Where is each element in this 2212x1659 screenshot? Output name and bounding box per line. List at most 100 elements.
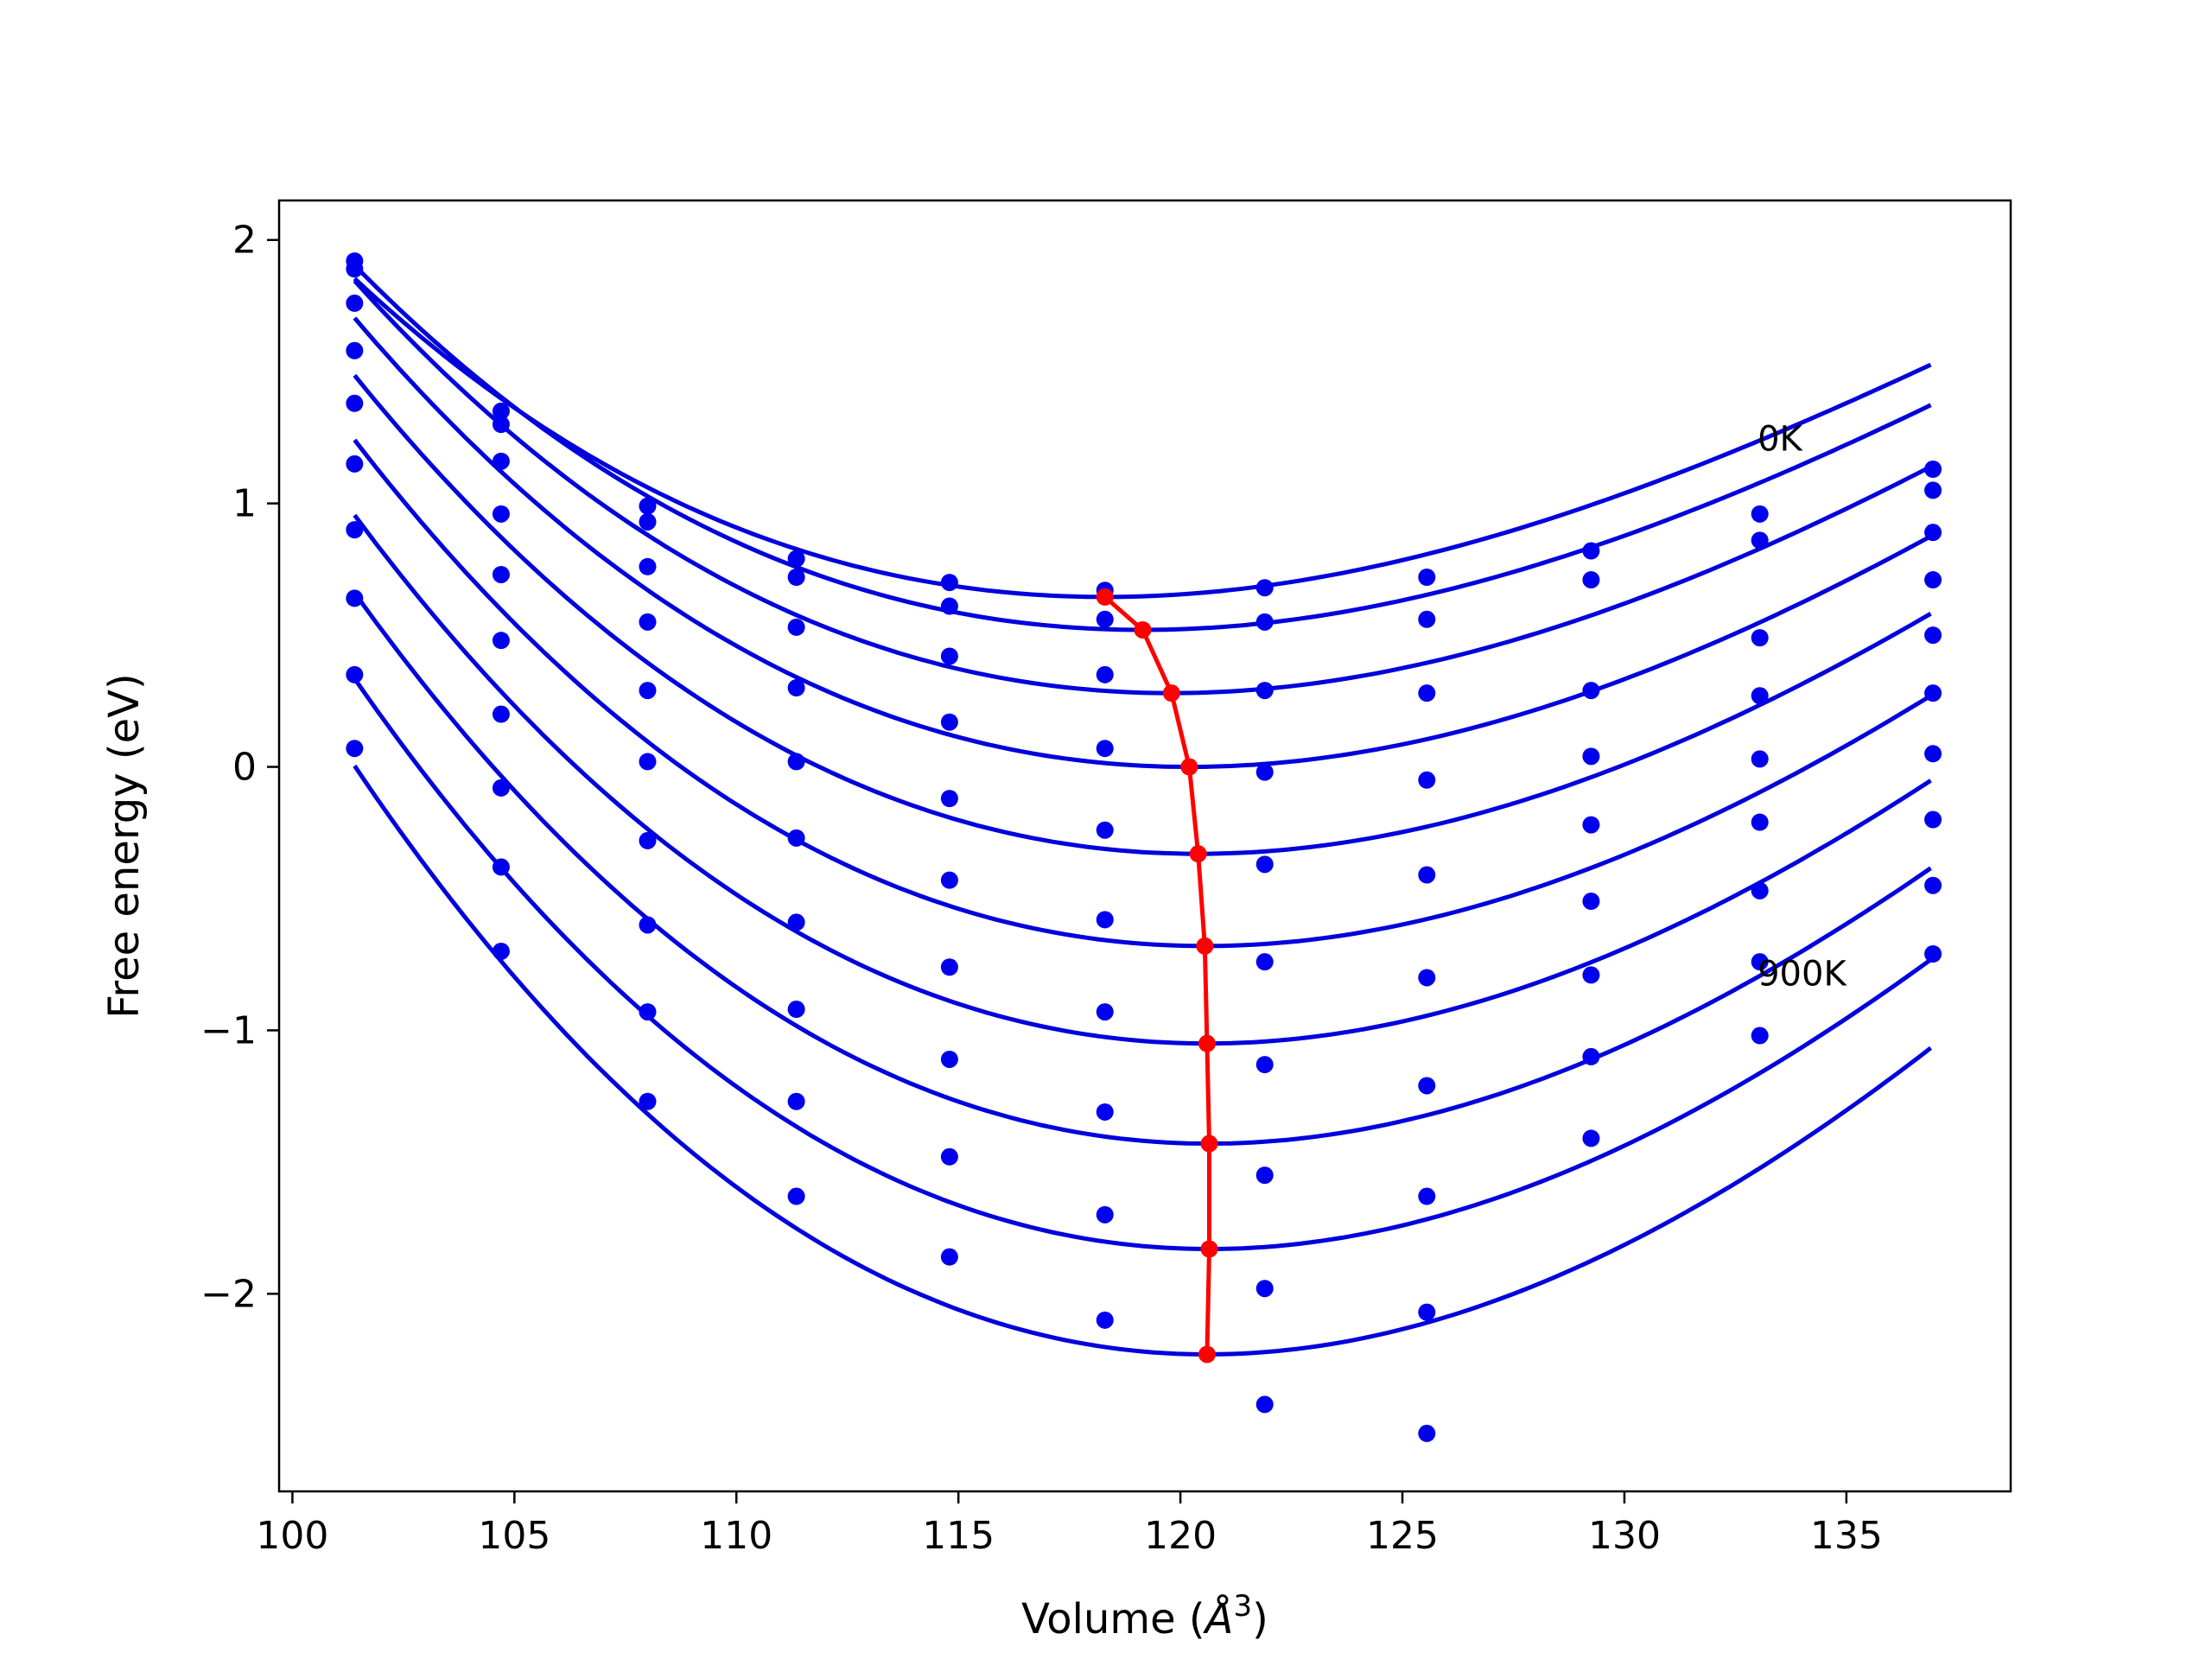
equilibrium-point xyxy=(1189,845,1207,863)
data-point xyxy=(1924,460,1942,478)
fit-curve-9 xyxy=(353,764,1933,1357)
data-point xyxy=(787,829,805,847)
data-point xyxy=(1924,524,1942,542)
data-point xyxy=(346,260,364,278)
data-point xyxy=(346,589,364,607)
equilibrium-line-group xyxy=(1096,588,1218,1363)
y-axis: −2 −1 0 1 2 xyxy=(200,219,279,1316)
x-tick-label: 110 xyxy=(700,1514,772,1558)
data-point xyxy=(787,1001,805,1019)
data-point xyxy=(1096,821,1114,839)
data-point xyxy=(1751,505,1769,523)
data-point xyxy=(787,569,805,587)
data-point xyxy=(1418,1424,1436,1442)
data-point xyxy=(1418,1187,1436,1205)
data-point xyxy=(1924,876,1942,894)
y-tick-label: 1 xyxy=(232,482,257,526)
data-point xyxy=(1924,945,1942,963)
data-point xyxy=(940,790,958,808)
data-point xyxy=(1418,684,1436,702)
data-point xyxy=(492,402,510,420)
data-point xyxy=(346,341,364,359)
data-point xyxy=(787,1187,805,1205)
data-point xyxy=(1418,771,1436,789)
fit-curve-7 xyxy=(353,591,1932,1147)
data-point xyxy=(1582,1047,1600,1065)
data-point xyxy=(787,618,805,636)
data-point xyxy=(1255,1056,1274,1074)
data-point xyxy=(787,1092,805,1110)
data-point xyxy=(1924,745,1942,763)
data-point xyxy=(492,416,510,434)
equilibrium-point xyxy=(1162,684,1180,702)
data-point xyxy=(940,713,958,731)
data-point xyxy=(940,647,958,665)
data-point xyxy=(940,1050,958,1068)
equilibrium-point xyxy=(1180,758,1198,776)
plot-frame xyxy=(277,199,2012,1493)
data-point xyxy=(639,497,657,515)
data-point xyxy=(639,512,657,531)
fit-curve-5 xyxy=(353,438,1932,949)
data-point xyxy=(1255,579,1274,597)
fit-curve-8 xyxy=(353,677,1932,1252)
y-axis-label: Free energy (eV) xyxy=(100,673,149,1018)
data-point xyxy=(1255,953,1274,971)
equilibrium-point xyxy=(1196,937,1214,955)
x-tick-label: 120 xyxy=(1144,1514,1217,1558)
data-point xyxy=(492,505,510,523)
equilibrium-point xyxy=(1200,1135,1218,1153)
equilibrium-line xyxy=(1103,594,1212,1355)
data-point xyxy=(1751,629,1769,647)
data-point xyxy=(639,1092,657,1110)
data-point xyxy=(1924,571,1942,589)
data-point xyxy=(492,942,510,960)
equilibrium-point xyxy=(1134,620,1152,639)
data-point xyxy=(492,452,510,470)
data-point xyxy=(940,597,958,615)
data-point xyxy=(346,454,364,473)
fit-curve-2 xyxy=(353,279,1932,696)
data-point xyxy=(1582,1129,1600,1147)
data-point xyxy=(1096,740,1114,758)
data-point xyxy=(1751,881,1769,899)
data-point xyxy=(1255,682,1274,700)
data-point xyxy=(1751,750,1769,768)
data-point xyxy=(1255,1166,1274,1185)
data-point xyxy=(346,665,364,683)
annotations: 0K 900K xyxy=(1758,420,1847,995)
data-point xyxy=(1418,610,1436,628)
x-tick-label: 135 xyxy=(1810,1514,1883,1558)
data-point xyxy=(1255,1280,1274,1298)
x-tick-label: 115 xyxy=(922,1514,995,1558)
data-point xyxy=(1582,893,1600,911)
fit-curve-3 xyxy=(353,316,1932,769)
equilibrium-point xyxy=(1200,1240,1218,1258)
data-point xyxy=(1418,569,1436,587)
y-tick-label: −1 xyxy=(200,1008,257,1052)
data-point xyxy=(1096,610,1114,628)
data-point xyxy=(787,550,805,568)
data-point xyxy=(1751,813,1769,831)
data-point xyxy=(492,705,510,723)
data-point xyxy=(1255,613,1274,631)
data-point xyxy=(1096,665,1114,683)
data-point xyxy=(787,913,805,931)
data-point xyxy=(346,394,364,412)
data-point xyxy=(1924,810,1942,829)
x-tick-label: 100 xyxy=(256,1514,328,1558)
data-point xyxy=(1582,747,1600,766)
data-point xyxy=(639,916,657,934)
data-point xyxy=(787,679,805,697)
data-point xyxy=(492,779,510,797)
data-point xyxy=(1924,684,1942,702)
data-point xyxy=(1418,1303,1436,1321)
data-point xyxy=(1582,966,1600,984)
data-point xyxy=(1751,531,1769,550)
data-point xyxy=(492,565,510,583)
data-point xyxy=(1418,969,1436,987)
equilibrium-point xyxy=(1198,1345,1216,1363)
y-tick-label: 0 xyxy=(232,746,257,790)
data-point xyxy=(1255,763,1274,781)
